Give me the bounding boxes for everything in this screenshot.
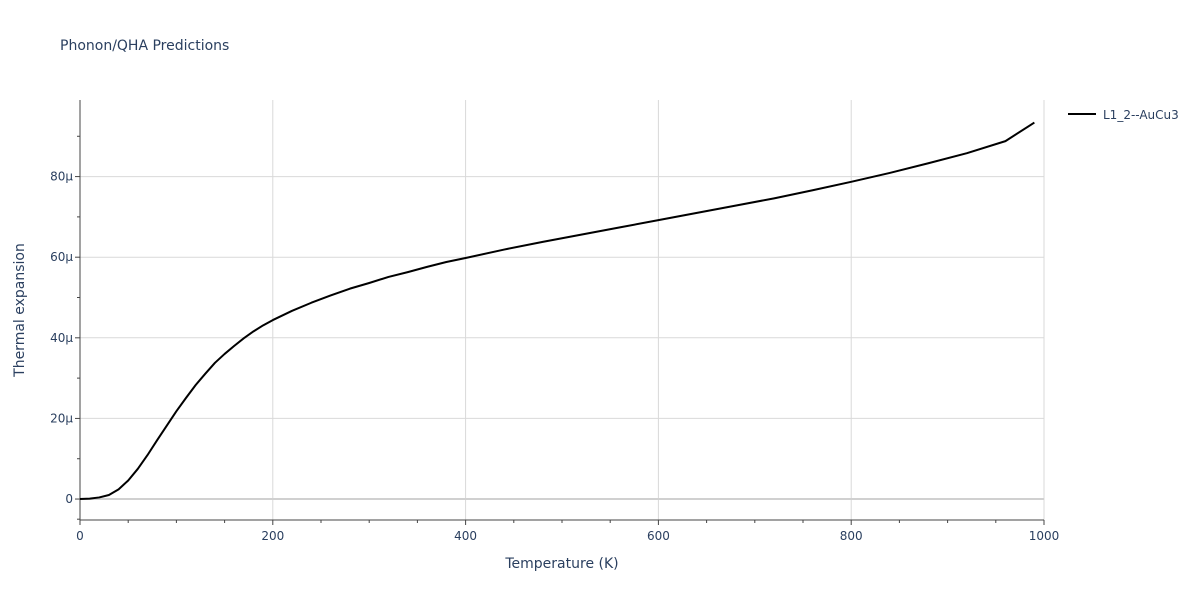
y-tick-label: 0 — [65, 492, 73, 506]
x-tick-label: 1000 — [1029, 529, 1060, 543]
x-axis-title: Temperature (K) — [504, 556, 618, 572]
legend[interactable]: L1_2--AuCu3 — [1068, 108, 1179, 122]
y-tick-label: 80μ — [50, 170, 73, 184]
axes: 0 200 400 600 800 1000 0 20μ 40μ 60μ 80μ — [50, 100, 1059, 543]
y-tick-label: 20μ — [50, 411, 73, 425]
y-tick-label: 60μ — [50, 250, 73, 264]
chart-title: Phonon/QHA Predictions — [60, 38, 229, 54]
y-axis-title: Thermal expansion — [12, 243, 28, 378]
y-tick-label: 40μ — [50, 331, 73, 345]
x-tick-label: 0 — [76, 529, 84, 543]
legend-label: L1_2--AuCu3 — [1103, 108, 1179, 122]
series-line — [79, 121, 1035, 501]
x-tick-label: 200 — [261, 529, 284, 543]
x-tick-label: 800 — [840, 529, 863, 543]
x-tick-label: 400 — [454, 529, 477, 543]
grid — [80, 100, 1045, 520]
series-layer — [79, 121, 1035, 501]
x-tick-label: 600 — [647, 529, 670, 543]
